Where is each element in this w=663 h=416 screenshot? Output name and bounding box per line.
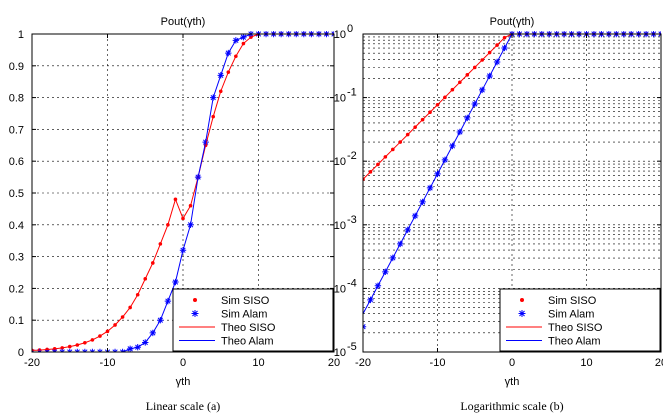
y-tick-label: 0.7 <box>9 124 24 136</box>
y-tick-label: 0.1 <box>9 315 24 327</box>
x-tick-label: 20 <box>655 357 663 369</box>
y-tick-label: 0.9 <box>9 61 24 73</box>
y-tick-exponent: -2 <box>347 150 357 162</box>
y-tick-label: 0.8 <box>9 93 24 105</box>
legend-label: Theo SISO <box>548 322 603 334</box>
x-tick-label: 0 <box>509 357 515 369</box>
chart-panel-2: -20-100102010-510-410-310-210-1100Pout(γ… <box>334 16 663 413</box>
y-tick-label: 0.3 <box>9 252 24 264</box>
y-tick-exponent: -3 <box>347 214 357 226</box>
y-tick-label: 10 <box>334 220 346 232</box>
legend-label: Sim SISO <box>221 295 270 307</box>
y-tick-label: 0.6 <box>9 156 24 168</box>
y-tick-exponent: 0 <box>347 23 353 35</box>
x-axis-label: γth <box>505 376 520 388</box>
y-tick-label: 0.5 <box>9 188 24 200</box>
x-tick-label: 0 <box>180 357 186 369</box>
legend-label: Theo Alam <box>548 336 601 348</box>
legend-label: Theo Alam <box>221 336 274 348</box>
chart-panel-1: -20 -10 0 10 2000.10.20.30.40.50.60.70.80.91… <box>9 16 340 413</box>
legend-swatch-sim-siso <box>193 298 197 302</box>
x-axis-label: γth <box>176 376 191 388</box>
y-tick-label: 10 <box>334 93 346 105</box>
panel-caption: Linear scale (a) <box>146 399 221 413</box>
y-tick-label: 0 <box>18 347 24 359</box>
x-tick-label: -10 <box>430 357 446 369</box>
y-tick-label: 1 <box>18 29 24 41</box>
y-tick-label: 10 <box>334 347 346 359</box>
legend-label: Sim Alam <box>221 309 267 321</box>
chart-title: Pout(γth) <box>490 16 535 28</box>
y-tick-label: 0.2 <box>9 283 24 295</box>
x-tick-label: -10 <box>100 357 116 369</box>
legend-label: Sim SISO <box>548 295 597 307</box>
y-tick-exponent: -4 <box>347 277 357 289</box>
y-tick-label: 0.4 <box>9 220 24 232</box>
legend-label: Theo SISO <box>221 322 276 334</box>
legend-label: Sim Alam <box>548 309 594 321</box>
x-tick-label: -20 <box>24 357 40 369</box>
y-tick-label: 10 <box>334 29 346 41</box>
legend-swatch-sim-alam <box>519 310 526 317</box>
y-tick-exponent: -1 <box>347 87 357 99</box>
y-tick-label: 10 <box>334 156 346 168</box>
y-tick-exponent: -5 <box>347 341 357 353</box>
legend-swatch-sim-siso <box>520 298 524 302</box>
legend-swatch-sim-alam <box>192 310 199 317</box>
y-tick-label: 10 <box>334 283 346 295</box>
panel-caption: Logarithmic scale (b) <box>460 399 563 413</box>
x-tick-label: 10 <box>580 357 592 369</box>
chart-title: Pout(γth) <box>161 16 206 28</box>
x-tick-label: 10 <box>252 357 264 369</box>
x-tick-label: -20 <box>355 357 371 369</box>
